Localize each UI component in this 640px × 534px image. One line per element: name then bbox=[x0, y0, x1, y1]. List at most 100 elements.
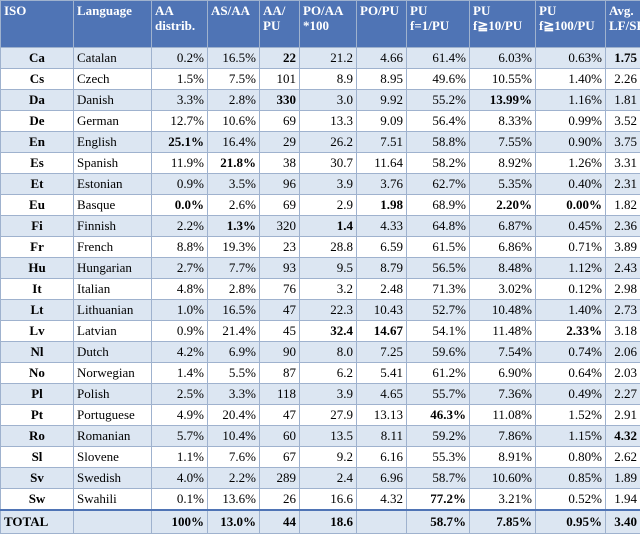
value-cell: 21.2 bbox=[300, 48, 357, 69]
value-cell: 54.1% bbox=[407, 321, 470, 342]
total-value-cell: 18.6 bbox=[300, 510, 357, 534]
language-cell: Hungarian bbox=[74, 258, 152, 279]
language-cell: Swahili bbox=[74, 489, 152, 511]
iso-code-cell: Et bbox=[1, 174, 74, 195]
value-cell: 2.2% bbox=[208, 468, 260, 489]
value-cell: 19.3% bbox=[208, 237, 260, 258]
value-cell: 0.12% bbox=[536, 279, 606, 300]
value-cell: 56.5% bbox=[407, 258, 470, 279]
value-cell: 2.7% bbox=[152, 258, 208, 279]
value-cell: 6.87% bbox=[470, 216, 536, 237]
value-cell: 4.2% bbox=[152, 342, 208, 363]
value-cell: 1.52% bbox=[536, 405, 606, 426]
value-cell: 32.4 bbox=[300, 321, 357, 342]
value-cell: 6.9% bbox=[208, 342, 260, 363]
value-cell: 55.7% bbox=[407, 384, 470, 405]
value-cell: 8.0 bbox=[300, 342, 357, 363]
language-cell: Romanian bbox=[74, 426, 152, 447]
language-cell: Catalan bbox=[74, 48, 152, 69]
language-cell: Finnish bbox=[74, 216, 152, 237]
value-cell: 0.2% bbox=[152, 48, 208, 69]
value-cell: 1.0% bbox=[152, 300, 208, 321]
total-value-cell: 0.95% bbox=[536, 510, 606, 534]
value-cell: 0.49% bbox=[536, 384, 606, 405]
value-cell: 4.8% bbox=[152, 279, 208, 300]
value-cell: 0.1% bbox=[152, 489, 208, 511]
iso-code-cell: Ca bbox=[1, 48, 74, 69]
total-value-cell: 7.85% bbox=[470, 510, 536, 534]
value-cell: 4.33 bbox=[357, 216, 407, 237]
value-cell: 25.1% bbox=[152, 132, 208, 153]
value-cell: 1.40% bbox=[536, 69, 606, 90]
value-cell: 3.02% bbox=[470, 279, 536, 300]
column-header-line1: Avg. bbox=[609, 3, 634, 18]
value-cell: 2.48 bbox=[357, 279, 407, 300]
value-cell: 29 bbox=[260, 132, 300, 153]
value-cell: 9.2 bbox=[300, 447, 357, 468]
value-cell: 49.6% bbox=[407, 69, 470, 90]
value-cell: 61.2% bbox=[407, 363, 470, 384]
iso-code-cell: Es bbox=[1, 153, 74, 174]
value-cell: 3.9 bbox=[300, 174, 357, 195]
column-header-line1: PO/PU bbox=[360, 3, 399, 18]
value-cell: 8.8% bbox=[152, 237, 208, 258]
iso-code-cell: Sl bbox=[1, 447, 74, 468]
value-cell: 9.92 bbox=[357, 90, 407, 111]
value-cell: 77.2% bbox=[407, 489, 470, 511]
value-cell: 2.5% bbox=[152, 384, 208, 405]
value-cell: 14.67 bbox=[357, 321, 407, 342]
value-cell: 4.32 bbox=[606, 426, 640, 447]
column-header-line2: f=1/PU bbox=[410, 18, 466, 33]
value-cell: 6.59 bbox=[357, 237, 407, 258]
value-cell: 23 bbox=[260, 237, 300, 258]
value-cell: 3.2 bbox=[300, 279, 357, 300]
column-header-line1: AA/ bbox=[263, 3, 285, 18]
value-cell: 3.52 bbox=[606, 111, 640, 132]
value-cell: 59.6% bbox=[407, 342, 470, 363]
value-cell: 55.2% bbox=[407, 90, 470, 111]
value-cell: 71.3% bbox=[407, 279, 470, 300]
value-cell: 0.71% bbox=[536, 237, 606, 258]
value-cell: 1.16% bbox=[536, 90, 606, 111]
column-header-line1: ISO bbox=[4, 3, 26, 18]
value-cell: 10.60% bbox=[470, 468, 536, 489]
value-cell: 69 bbox=[260, 195, 300, 216]
iso-code-cell: Eu bbox=[1, 195, 74, 216]
value-cell: 26.2 bbox=[300, 132, 357, 153]
column-header-line2: LF/SF bbox=[609, 18, 637, 33]
iso-code-cell: Lt bbox=[1, 300, 74, 321]
value-cell: 16.6 bbox=[300, 489, 357, 511]
value-cell: 76 bbox=[260, 279, 300, 300]
value-cell: 0.85% bbox=[536, 468, 606, 489]
value-cell: 58.7% bbox=[407, 468, 470, 489]
value-cell: 10.55% bbox=[470, 69, 536, 90]
total-value-cell: 44 bbox=[260, 510, 300, 534]
value-cell: 2.03 bbox=[606, 363, 640, 384]
column-header-line2: f≧100/PU bbox=[539, 18, 602, 33]
value-cell: 20.4% bbox=[208, 405, 260, 426]
value-cell: 27.9 bbox=[300, 405, 357, 426]
value-cell: 2.91 bbox=[606, 405, 640, 426]
language-cell: Portuguese bbox=[74, 405, 152, 426]
value-cell: 6.16 bbox=[357, 447, 407, 468]
value-cell: 1.89 bbox=[606, 468, 640, 489]
value-cell: 16.5% bbox=[208, 48, 260, 69]
column-header: AA/PU bbox=[260, 1, 300, 48]
value-cell: 6.86% bbox=[470, 237, 536, 258]
value-cell: 2.31 bbox=[606, 174, 640, 195]
value-cell: 10.48% bbox=[470, 300, 536, 321]
value-cell: 0.63% bbox=[536, 48, 606, 69]
value-cell: 38 bbox=[260, 153, 300, 174]
iso-code-cell: De bbox=[1, 111, 74, 132]
value-cell: 3.3% bbox=[208, 384, 260, 405]
value-cell: 47 bbox=[260, 300, 300, 321]
iso-code-cell: Ro bbox=[1, 426, 74, 447]
